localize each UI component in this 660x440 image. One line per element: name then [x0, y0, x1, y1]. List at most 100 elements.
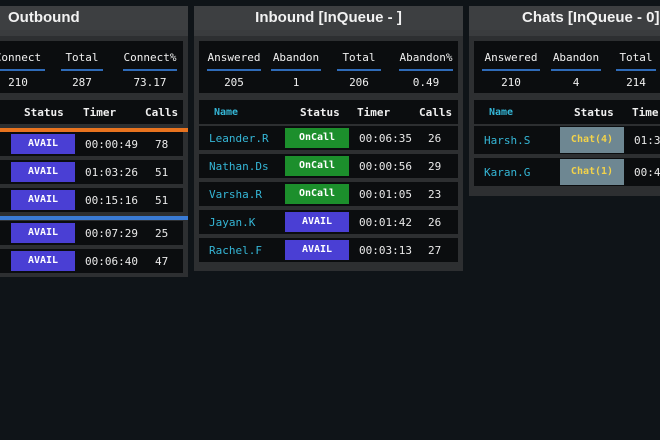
status-badge[interactable]: OnCall [285, 184, 349, 204]
stat-value: 4 [572, 76, 580, 89]
inbound-title: Inbound [InQueue - ] [194, 6, 463, 30]
table-row[interactable]: Karan.G Chat(1) 00:42 [474, 158, 660, 186]
inbound-body: Answered 205 Abandon 1 Total 206 Abandon… [194, 36, 463, 271]
status-badge[interactable]: AVAIL [285, 212, 349, 232]
timer-cell: 00:15:16 [85, 194, 138, 207]
stat-value: 210 [501, 76, 521, 89]
table-row[interactable]: AVAIL 01:03:26 51 [0, 160, 183, 184]
column-timer: Timer [632, 106, 660, 119]
timer-cell: 00:07:29 [85, 227, 138, 240]
stat-label: Total [342, 51, 376, 64]
status-badge[interactable]: AVAIL [11, 134, 75, 154]
stat-connect: Connect 210 [0, 41, 49, 89]
stat-label: Total [65, 51, 99, 64]
timer-cell: 00:06:35 [359, 132, 412, 145]
stat-answered: Answered 205 [203, 41, 265, 89]
timer-cell: 01:36 [634, 134, 660, 147]
stat-total: Total 206 [333, 41, 385, 89]
blue-separator [0, 216, 188, 220]
stat-abandon-percent: Abandon% 0.49 [395, 41, 457, 89]
agent-name: Karan.G [484, 166, 531, 179]
chats-stats: Answered 210 Abandon 4 Total 214 [474, 41, 660, 93]
calls-cell: 47 [155, 255, 169, 268]
table-row[interactable]: AVAIL 00:00:49 78 [0, 132, 183, 156]
stat-label: Connect [0, 51, 42, 64]
outbound-panel: Outbound Connect 210 Total 287 Connect% … [0, 6, 188, 277]
agent-name: Varsha.R [209, 188, 262, 201]
stat-underline [271, 69, 321, 71]
agent-name: Nathan.Ds [209, 160, 269, 173]
column-status: Status [300, 106, 340, 119]
status-badge[interactable]: AVAIL [285, 240, 349, 260]
outbound-title: Outbound [0, 6, 188, 30]
outbound-table-header: Status Timer Calls [0, 100, 183, 124]
status-badge[interactable]: AVAIL [11, 162, 75, 182]
stat-value: 206 [349, 76, 369, 89]
stat-underline [399, 69, 453, 71]
table-row[interactable]: AVAIL 00:15:16 51 [0, 188, 183, 212]
timer-cell: 00:06:40 [85, 255, 138, 268]
stat-label: Abandon [552, 51, 600, 64]
column-timer: Timer [357, 106, 391, 119]
stat-underline [551, 69, 601, 71]
stat-underline [207, 69, 261, 71]
stat-abandon: Abandon 4 [547, 41, 605, 89]
timer-cell: 00:01:42 [359, 216, 412, 229]
status-badge[interactable]: Chat(1) [560, 159, 624, 185]
column-name: Name [214, 107, 239, 118]
stat-underline [123, 69, 177, 71]
status-badge[interactable]: Chat(4) [560, 127, 624, 153]
stat-abandon: Abandon 1 [267, 41, 325, 89]
table-row[interactable]: Rachel.F AVAIL 00:03:13 27 [199, 238, 458, 262]
timer-cell: 00:01:05 [359, 188, 412, 201]
timer-cell: 00:03:13 [359, 244, 412, 257]
status-badge[interactable]: AVAIL [11, 223, 75, 243]
table-row[interactable]: Jayan.K AVAIL 00:01:42 26 [199, 210, 458, 234]
stat-value: 0.49 [412, 76, 440, 89]
calls-cell: 25 [155, 227, 169, 240]
status-badge[interactable]: AVAIL [11, 190, 75, 210]
column-calls: Calls [145, 106, 179, 119]
column-calls: Calls [419, 106, 453, 119]
column-status: Status [574, 106, 614, 119]
stat-value: 210 [8, 76, 28, 89]
column-status: Status [24, 106, 64, 119]
stat-underline [0, 69, 45, 71]
table-row[interactable]: Nathan.Ds OnCall 00:00:56 29 [199, 154, 458, 178]
agent-name: Leander.R [209, 132, 269, 145]
column-name: Name [489, 107, 514, 118]
calls-cell: 27 [428, 244, 442, 257]
inbound-table-header: Name Status Timer Calls [199, 100, 458, 124]
calls-cell: 51 [155, 194, 169, 207]
table-row[interactable]: Leander.R OnCall 00:06:35 26 [199, 126, 458, 150]
table-row[interactable]: AVAIL 00:06:40 47 [0, 249, 183, 273]
inbound-stats: Answered 205 Abandon 1 Total 206 Abandon… [199, 41, 458, 93]
calls-cell: 78 [155, 138, 169, 151]
stat-total: Total 287 [57, 41, 107, 89]
calls-cell: 23 [428, 188, 442, 201]
stat-answered: Answered 210 [478, 41, 544, 89]
stat-value: 73.17 [133, 76, 167, 89]
status-badge[interactable]: OnCall [285, 128, 349, 148]
chats-panel: Chats [InQueue - 0] Answered 210 Abandon… [469, 6, 660, 196]
stat-value: 214 [626, 76, 646, 89]
stat-label: Answered [207, 51, 261, 64]
calls-cell: 51 [155, 166, 169, 179]
agent-name: Jayan.K [209, 216, 256, 229]
status-badge[interactable]: AVAIL [11, 251, 75, 271]
table-row[interactable]: Varsha.R OnCall 00:01:05 23 [199, 182, 458, 206]
calls-cell: 29 [428, 160, 442, 173]
timer-cell: 00:00:49 [85, 138, 138, 151]
table-row[interactable]: AVAIL 00:07:29 25 [0, 221, 183, 245]
agent-name: Harsh.S [484, 134, 531, 147]
outbound-stats: Connect 210 Total 287 Connect% 73.17 [0, 41, 183, 93]
status-badge[interactable]: OnCall [285, 156, 349, 176]
inbound-panel: Inbound [InQueue - ] Answered 205 Abando… [194, 6, 463, 271]
table-row[interactable]: Harsh.S Chat(4) 01:36 [474, 126, 660, 154]
calls-cell: 26 [428, 216, 442, 229]
column-timer: Timer [83, 106, 117, 119]
calls-cell: 26 [428, 132, 442, 145]
stat-label: Abandon [272, 51, 320, 64]
chats-table-header: Name Status Timer [474, 100, 660, 124]
stat-total: Total 214 [612, 41, 660, 89]
